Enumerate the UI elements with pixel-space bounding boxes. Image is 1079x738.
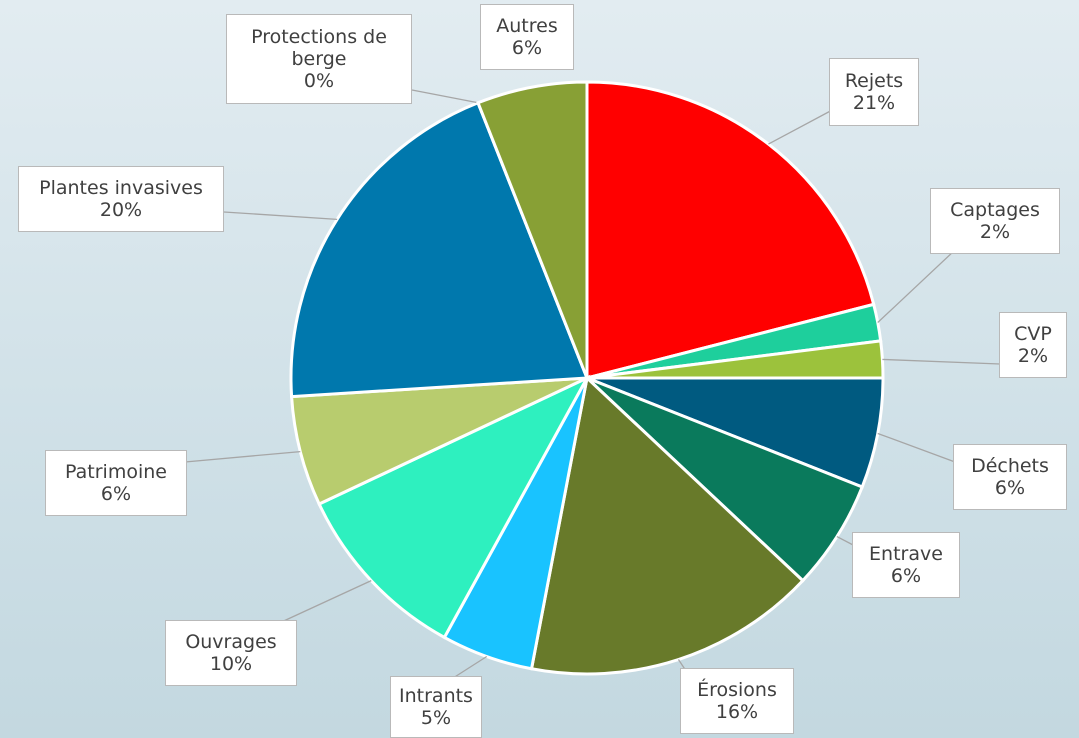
value-label: 20% bbox=[99, 199, 143, 221]
data-label: Érosions 16% bbox=[680, 668, 794, 734]
category-label: Intrants bbox=[399, 685, 473, 707]
data-label: Patrimoine 6% bbox=[45, 450, 187, 516]
value-label: 10% bbox=[209, 653, 253, 675]
data-label: Intrants 5% bbox=[390, 676, 482, 738]
pie-slice bbox=[476, 80, 589, 379]
value-label: 6% bbox=[890, 565, 922, 587]
value-label: 5% bbox=[420, 707, 452, 729]
data-label: Autres 6% bbox=[480, 4, 574, 70]
pie-slice bbox=[529, 375, 805, 676]
data-label: Déchets 6% bbox=[953, 444, 1067, 510]
leader-line bbox=[877, 249, 956, 324]
category-label: Autres bbox=[496, 15, 558, 37]
category-label: Entrave bbox=[869, 543, 943, 565]
category-label: Déchets bbox=[971, 455, 1049, 477]
leader-line bbox=[411, 89, 479, 104]
category-label: Rejets bbox=[844, 70, 904, 92]
data-label: Captages 2% bbox=[930, 188, 1060, 254]
value-label: 6% bbox=[100, 483, 132, 505]
category-label: CVP bbox=[1014, 323, 1052, 345]
category-label: Captages bbox=[950, 199, 1040, 221]
category-label: Patrimoine bbox=[65, 461, 167, 483]
leader-line bbox=[836, 536, 856, 547]
data-label: Protections de berge 0% bbox=[226, 14, 412, 104]
value-label: 2% bbox=[979, 221, 1011, 243]
leader-line bbox=[877, 432, 956, 463]
data-label: Plantes invasives 20% bbox=[18, 166, 224, 232]
leader-line bbox=[223, 211, 338, 221]
category-label: Érosions bbox=[697, 679, 777, 701]
data-label: Entrave 6% bbox=[852, 532, 960, 598]
data-label: Rejets 21% bbox=[829, 58, 919, 126]
leader-line bbox=[882, 358, 1001, 365]
leader-line bbox=[768, 107, 837, 145]
value-label: 16% bbox=[715, 701, 759, 723]
data-label: Ouvrages 10% bbox=[165, 620, 297, 686]
value-label: 21% bbox=[852, 92, 896, 114]
category-label: Protections de berge bbox=[251, 26, 387, 70]
value-label: 6% bbox=[994, 477, 1026, 499]
value-label: 2% bbox=[1017, 345, 1049, 367]
category-label: Plantes invasives bbox=[39, 177, 203, 199]
leader-line bbox=[184, 450, 301, 463]
value-label: 0% bbox=[303, 70, 335, 92]
category-label: Ouvrages bbox=[185, 631, 277, 653]
data-label: CVP 2% bbox=[999, 312, 1067, 378]
leader-line bbox=[274, 580, 372, 626]
value-label: 6% bbox=[511, 37, 543, 59]
pie-slice bbox=[317, 374, 591, 640]
